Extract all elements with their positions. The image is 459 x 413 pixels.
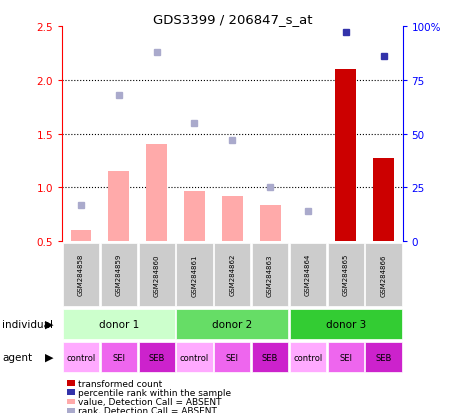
Text: percentile rank within the sample: percentile rank within the sample — [78, 388, 231, 397]
Text: SEB: SEB — [148, 353, 164, 362]
Bar — [63, 342, 99, 372]
Bar — [289, 342, 325, 372]
Bar — [289, 243, 325, 306]
Text: SEI: SEI — [225, 353, 238, 362]
Text: SEI: SEI — [339, 353, 352, 362]
Bar — [108, 172, 129, 242]
Bar — [146, 145, 167, 242]
Bar — [372, 159, 393, 242]
Text: transformed count: transformed count — [78, 379, 162, 388]
Text: control: control — [66, 353, 95, 362]
Bar — [221, 197, 242, 242]
Text: control: control — [179, 353, 209, 362]
Bar — [335, 70, 355, 242]
Bar — [176, 309, 288, 339]
Text: GSM284858: GSM284858 — [78, 254, 84, 296]
Bar — [364, 342, 401, 372]
Bar — [63, 243, 99, 306]
Text: GSM284859: GSM284859 — [116, 254, 122, 296]
Text: SEB: SEB — [261, 353, 278, 362]
Bar — [327, 342, 363, 372]
Text: GSM284862: GSM284862 — [229, 254, 235, 296]
Text: donor 1: donor 1 — [99, 319, 139, 329]
Text: GSM284863: GSM284863 — [267, 254, 273, 296]
Bar — [289, 309, 401, 339]
Bar — [214, 342, 250, 372]
Text: ▶: ▶ — [45, 352, 53, 362]
Text: control: control — [293, 353, 322, 362]
Bar — [63, 309, 174, 339]
Bar — [138, 342, 174, 372]
Text: SEI: SEI — [112, 353, 125, 362]
Bar — [176, 342, 212, 372]
Bar — [184, 191, 204, 242]
Title: GDS3399 / 206847_s_at: GDS3399 / 206847_s_at — [152, 13, 311, 26]
Text: value, Detection Call = ABSENT: value, Detection Call = ABSENT — [78, 397, 221, 406]
Text: donor 3: donor 3 — [325, 319, 365, 329]
Bar — [176, 243, 212, 306]
Text: agent: agent — [2, 352, 32, 362]
Text: GSM284864: GSM284864 — [304, 254, 310, 296]
Text: donor 2: donor 2 — [212, 319, 252, 329]
Text: GSM284861: GSM284861 — [191, 254, 197, 296]
Bar — [252, 243, 288, 306]
Bar — [252, 342, 288, 372]
Bar — [327, 243, 363, 306]
Text: GSM284865: GSM284865 — [342, 254, 348, 296]
Text: individual: individual — [2, 319, 53, 329]
Text: GSM284860: GSM284860 — [153, 254, 159, 296]
Bar — [259, 205, 280, 242]
Bar — [364, 243, 401, 306]
Text: GSM284866: GSM284866 — [380, 254, 386, 296]
Text: SEB: SEB — [375, 353, 391, 362]
Bar — [71, 231, 91, 242]
Bar — [138, 243, 174, 306]
Text: ▶: ▶ — [45, 319, 53, 329]
Bar — [101, 342, 137, 372]
Text: rank, Detection Call = ABSENT: rank, Detection Call = ABSENT — [78, 406, 217, 413]
Bar — [101, 243, 137, 306]
Bar — [214, 243, 250, 306]
